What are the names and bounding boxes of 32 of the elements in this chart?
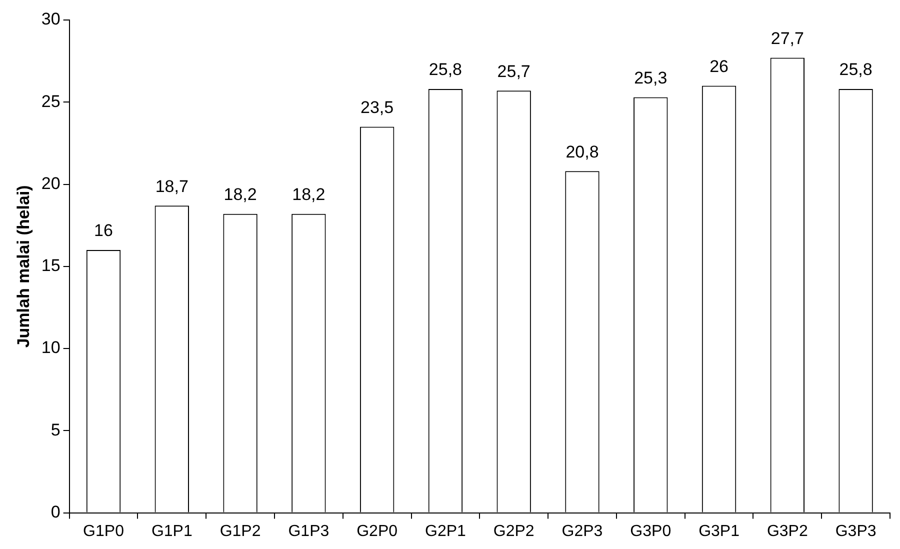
data-label: 25,8 bbox=[839, 60, 872, 80]
data-label: 25,7 bbox=[497, 62, 530, 81]
x-tick-label: G3P2 bbox=[766, 522, 808, 540]
x-tick-label: G1P1 bbox=[151, 522, 192, 540]
data-label: 18,7 bbox=[155, 176, 188, 196]
y-tick-label: 30 bbox=[41, 10, 60, 29]
data-label: 25,8 bbox=[428, 60, 462, 80]
x-tick-label: G2P0 bbox=[356, 522, 398, 540]
x-tick-label: G1P2 bbox=[220, 522, 261, 540]
y-tick-label: 5 bbox=[50, 420, 60, 440]
data-label: 18,2 bbox=[292, 185, 326, 204]
data-label: 23,5 bbox=[360, 98, 394, 117]
y-tick-label: 15 bbox=[41, 256, 60, 276]
y-tick-label: 20 bbox=[41, 174, 60, 193]
x-tick-label: G2P3 bbox=[562, 522, 603, 540]
x-tick-label: G3P1 bbox=[698, 522, 740, 540]
data-label: 26 bbox=[710, 56, 728, 76]
y-axis-title: Jumlah malai (helai) bbox=[14, 185, 33, 348]
data-label: 18,2 bbox=[224, 185, 257, 204]
data-label: 20,8 bbox=[566, 142, 599, 162]
data-label: 25,3 bbox=[634, 68, 668, 88]
x-tick-label: G3P3 bbox=[835, 522, 876, 540]
x-tick-label: G2P1 bbox=[425, 522, 466, 540]
y-tick-label: 25 bbox=[41, 92, 60, 111]
y-tick-label: 10 bbox=[41, 338, 60, 358]
data-label: 27,7 bbox=[770, 28, 804, 48]
x-tick-label: G2P2 bbox=[493, 522, 534, 540]
x-tick-label: G1P3 bbox=[288, 522, 330, 540]
x-tick-label: G3P0 bbox=[630, 522, 672, 540]
x-tick-label: G1P0 bbox=[83, 522, 124, 540]
data-label: 16 bbox=[94, 221, 113, 240]
y-tick-label: 0 bbox=[50, 502, 60, 522]
